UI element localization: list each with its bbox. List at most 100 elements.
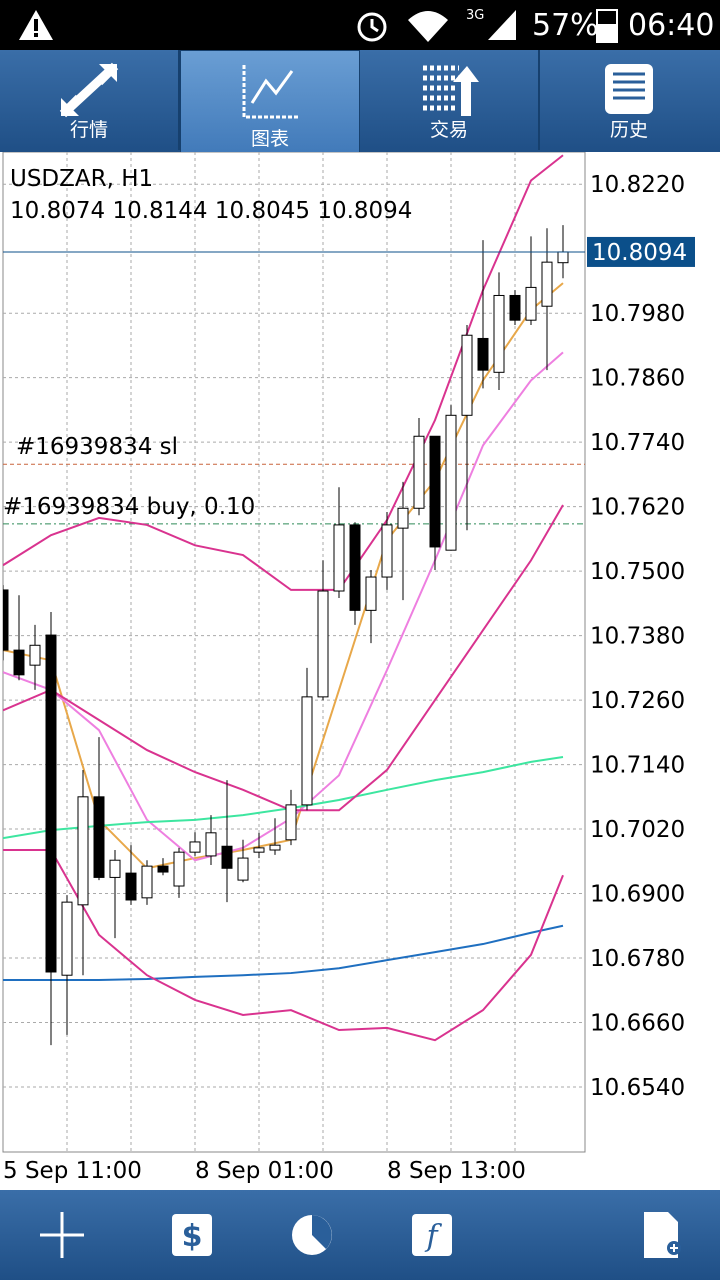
price-label: 10.8094 [592,240,687,266]
x-tick-label: 8 Sep 13:00 [387,1158,526,1184]
chart-icon [242,65,298,119]
candle-body [237,857,249,881]
y-tick-label: 10.7380 [590,624,685,650]
plot-frame [2,152,586,1153]
y-tick-label: 10.7500 [590,559,685,585]
trade-button[interactable]: $ [172,1214,212,1256]
candle-body [493,294,505,373]
candle-body [509,294,521,321]
candle-body [29,644,41,666]
ohlc-low: 10.8045 [215,198,310,224]
y-tick-label: 10.7260 [590,688,685,714]
tab-label: 图表 [250,128,289,150]
candle-body [365,576,377,611]
battery-icon [596,9,618,43]
candle-body [157,865,169,873]
tab[interactable]: 行情 [0,50,180,150]
y-tick-label: 10.6660 [590,1010,685,1036]
candle-body [429,435,441,548]
candle-body [189,841,201,853]
candle-body [173,851,185,887]
candle-body [333,524,345,592]
x-tick-label: 5 Sep 11:00 [3,1158,142,1184]
candle-body [445,414,457,551]
candle-body [141,865,153,899]
candle-body [3,589,9,651]
y-tick-label: 10.7740 [590,430,685,456]
candle-body [125,872,137,901]
candle-body [317,590,329,698]
toolbar-icons: $ f [40,1212,681,1258]
toolbar: $ f [0,1190,720,1280]
indicator-line [3,924,564,982]
candle-body [45,634,57,973]
svg-text:$: $ [182,1219,203,1254]
ohlc-open: 10.8074 [10,198,105,224]
chart: 10.8220 10.7980 10.7860 10.7740 10.7620 10.75… [2,152,695,1184]
warning-icon [19,10,53,40]
network-label: 3G [466,8,485,23]
candle-body [93,796,105,878]
history-icon [605,64,653,114]
candle-body [221,845,233,869]
signal-icon [488,10,516,40]
candle-body [269,844,281,851]
indicator-line [3,849,564,1042]
candle-body [109,859,121,878]
labels: 10.8220 10.7980 10.7860 10.7740 10.7620 10.75… [3,172,695,1184]
y-tick-label: 10.7620 [590,495,685,521]
candle-body [253,847,265,853]
wifi-icon [408,11,448,42]
candle-body [205,832,217,857]
order-label: #16939834 sl [16,434,178,460]
trade-icon [423,65,479,116]
template-button[interactable] [644,1212,681,1258]
candle-body [77,796,89,906]
ohlc-label: 10.8074 10.8144 10.8045 10.8094 [10,198,412,224]
y-tick-label: 10.8220 [590,172,685,198]
status-bar: 3G 57% 06:40 [0,0,720,50]
tab[interactable]: 图表 [180,50,360,160]
candle-body [61,901,73,976]
tab-label: 交易 [429,119,468,141]
x-tick-label: 8 Sep 01:00 [195,1158,334,1184]
period-button[interactable] [292,1215,332,1255]
y-tick-label: 10.7980 [590,301,685,327]
y-tick-label: 10.6780 [590,946,685,972]
tab[interactable]: 历史 [540,50,718,150]
candle-body [525,286,537,321]
grid [3,152,585,1152]
candle-body [285,804,297,841]
candle-body [13,649,25,676]
candle-body [413,435,425,509]
plot [3,154,585,1046]
battery-label: 57% [532,8,599,43]
crosshair-button[interactable] [40,1212,84,1258]
tab-label: 历史 [609,119,648,141]
y-tick-label: 10.7140 [590,753,685,779]
candle-body [301,696,313,806]
price-box [587,236,695,267]
symbol-label: USDZAR, H1 [10,166,153,192]
candle-body [397,507,409,529]
y-tick-label: 10.6540 [590,1075,685,1101]
order-label: #16939834 buy, 0.10 [3,494,255,520]
ohlc-high: 10.8144 [112,198,207,224]
y-tick-label: 10.7860 [590,366,685,392]
candle-body [349,524,361,611]
tab[interactable]: 交易 [360,50,540,150]
candle-body [477,337,489,371]
quotes-icon [59,62,119,118]
tab-label: 行情 [69,119,108,141]
clock: 06:40 [628,8,715,43]
candle-body [541,261,553,307]
y-tick-label: 10.7020 [590,817,685,843]
alarm-icon [357,12,387,42]
candle-body [557,251,569,264]
candle-body [381,524,393,578]
candle-body [461,334,473,416]
ohlc-close: 10.8094 [317,198,412,224]
tab-bar: 行情 图表 交易 历史 [0,50,720,160]
indicator-button[interactable]: f [412,1214,452,1256]
